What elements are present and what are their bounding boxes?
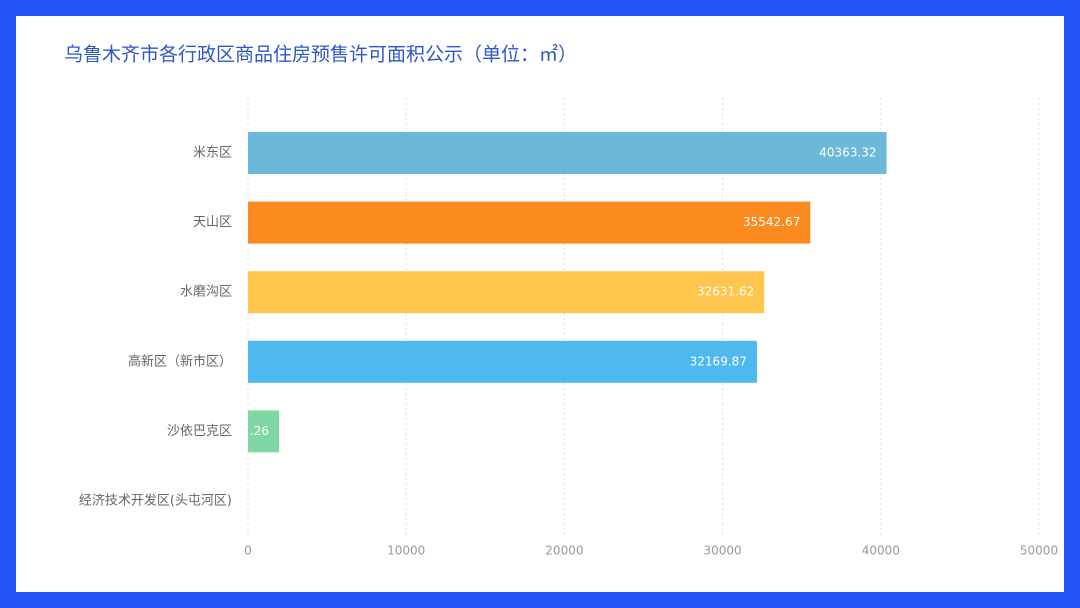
x-tick-label: 20000 xyxy=(545,544,583,558)
y-tick-label: 沙依巴克区 xyxy=(167,424,232,439)
x-tick-label: 10000 xyxy=(387,544,425,558)
bar xyxy=(248,410,280,453)
x-tick-label: 30000 xyxy=(704,544,742,558)
value-label: 35542.67 xyxy=(743,215,800,229)
bar xyxy=(248,132,887,174)
value-label: .26 xyxy=(250,424,269,438)
x-tick-label: 50000 xyxy=(1020,544,1058,558)
y-tick-label: 水磨沟区 xyxy=(180,285,232,300)
y-tick-label: 经济技术开发区(头屯河区) xyxy=(79,493,232,509)
bar xyxy=(248,271,765,314)
value-label: 32631.62 xyxy=(697,285,754,299)
y-tick-label: 高新区（新市区） xyxy=(128,353,232,369)
bar xyxy=(248,340,757,383)
bar xyxy=(248,201,811,244)
x-tick-label: 0 xyxy=(244,544,252,558)
x-tick-label: 40000 xyxy=(862,544,900,558)
y-tick-label: 米东区 xyxy=(193,146,232,161)
y-tick-label: 天山区 xyxy=(193,215,232,230)
value-label: 40363.32 xyxy=(819,146,876,160)
chart-title: 乌鲁木齐市各行政区商品住房预售许可面积公示（单位：㎡） xyxy=(64,43,577,66)
value-label: 32169.87 xyxy=(690,354,747,368)
